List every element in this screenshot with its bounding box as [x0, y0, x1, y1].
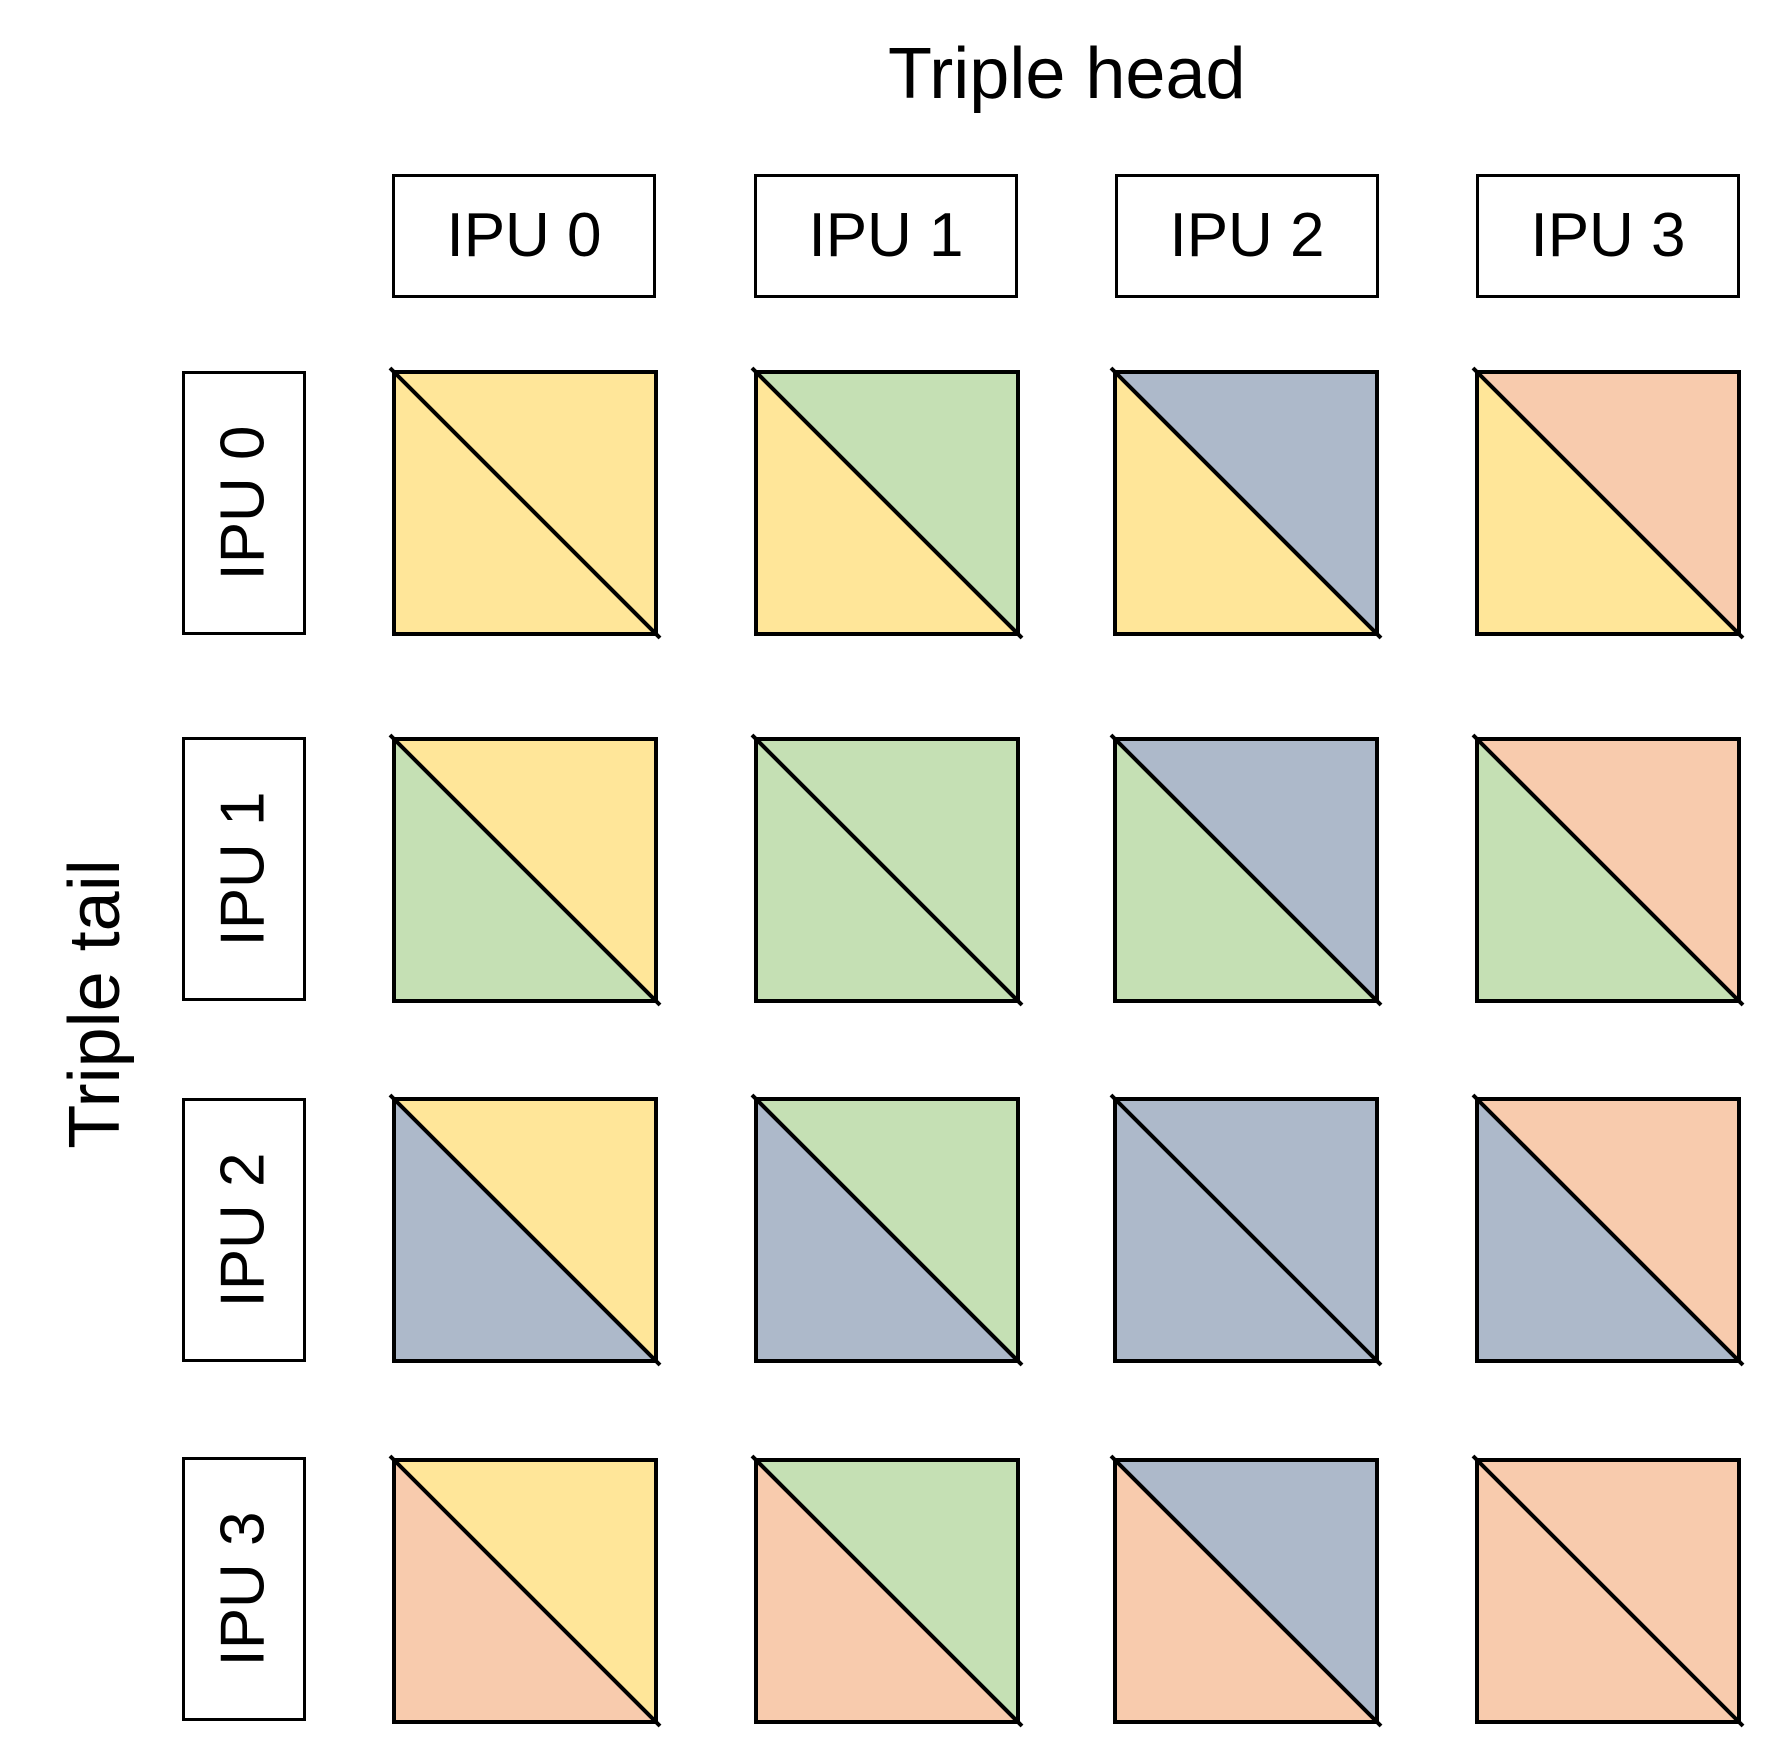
- cell-border: [392, 1458, 658, 1724]
- cell-diagonal: [1109, 1093, 1383, 1367]
- cell-border: [1475, 737, 1741, 1003]
- cell-diagonal: [1109, 366, 1383, 640]
- triple-tail-title: Triple tail: [55, 859, 135, 1149]
- matrix-cell-tail-2-head-0: [388, 1093, 662, 1367]
- column-label-ipu-3: IPU 3: [1476, 174, 1740, 298]
- cell-diagonal: [388, 1454, 662, 1728]
- column-label-ipu-1: IPU 1: [754, 174, 1018, 298]
- matrix-cell-tail-3-head-0: [388, 1454, 662, 1728]
- cell-diagonal: [750, 366, 1024, 640]
- matrix-cell-tail-3-head-1: [750, 1454, 1024, 1728]
- column-label-text: IPU 3: [1530, 201, 1686, 270]
- row-label-text: IPU 2: [209, 1152, 278, 1308]
- matrix-cell-graphic: [1471, 366, 1745, 640]
- matrix-cell-graphic: [750, 366, 1024, 640]
- matrix-cell-tail-0-head-2: [1109, 366, 1383, 640]
- cell-diagonal: [388, 1093, 662, 1367]
- matrix-cell-graphic: [1471, 1454, 1745, 1728]
- matrix-cell-tail-0-head-0: [388, 366, 662, 640]
- row-label-ipu-2: IPU 2: [182, 1098, 306, 1362]
- cell-border: [392, 370, 658, 636]
- column-label-text: IPU 0: [446, 201, 602, 270]
- matrix-cell-tail-2-head-3: [1471, 1093, 1745, 1367]
- matrix-cell-graphic: [1471, 733, 1745, 1007]
- column-label-text: IPU 1: [808, 201, 964, 270]
- cell-border: [1475, 1097, 1741, 1363]
- cell-diagonal: [1471, 366, 1745, 640]
- matrix-cell-graphic: [388, 1093, 662, 1367]
- cell-border: [754, 1458, 1020, 1724]
- matrix-cell-tail-1-head-1: [750, 733, 1024, 1007]
- matrix-cell-graphic: [1109, 1454, 1383, 1728]
- matrix-cell-tail-0-head-1: [750, 366, 1024, 640]
- matrix-cell-tail-1-head-3: [1471, 733, 1745, 1007]
- matrix-cell-tail-3-head-3: [1471, 1454, 1745, 1728]
- row-label-ipu-3: IPU 3: [182, 1457, 306, 1721]
- cell-diagonal: [388, 366, 662, 640]
- column-label-ipu-2: IPU 2: [1115, 174, 1379, 298]
- cell-diagonal: [750, 1454, 1024, 1728]
- cell-border: [1475, 1458, 1741, 1724]
- column-label-text: IPU 2: [1169, 201, 1325, 270]
- matrix-cell-graphic: [1109, 1093, 1383, 1367]
- cell-border: [392, 1097, 658, 1363]
- matrix-cell-graphic: [388, 366, 662, 640]
- cell-diagonal: [1109, 733, 1383, 1007]
- cell-border: [1113, 1458, 1379, 1724]
- matrix-cell-graphic: [750, 1454, 1024, 1728]
- matrix-cell-tail-1-head-0: [388, 733, 662, 1007]
- cell-diagonal: [1471, 1454, 1745, 1728]
- cell-border: [1475, 370, 1741, 636]
- row-label-text: IPU 0: [209, 425, 278, 581]
- row-label-text: IPU 3: [209, 1511, 278, 1667]
- cell-diagonal: [1471, 733, 1745, 1007]
- matrix-cell-graphic: [750, 1093, 1024, 1367]
- cell-border: [1113, 370, 1379, 636]
- cell-diagonal: [1471, 1093, 1745, 1367]
- matrix-cell-graphic: [750, 733, 1024, 1007]
- row-label-text: IPU 1: [209, 791, 278, 947]
- cell-diagonal: [750, 1093, 1024, 1367]
- matrix-cell-tail-1-head-2: [1109, 733, 1383, 1007]
- matrix-cell-tail-2-head-2: [1109, 1093, 1383, 1367]
- matrix-cell-tail-0-head-3: [1471, 366, 1745, 640]
- cell-border: [754, 1097, 1020, 1363]
- matrix-cell-graphic: [388, 733, 662, 1007]
- matrix-cell-graphic: [1471, 1093, 1745, 1367]
- cell-border: [392, 737, 658, 1003]
- matrix-cell-graphic: [388, 1454, 662, 1728]
- matrix-cell-graphic: [1109, 366, 1383, 640]
- column-label-ipu-0: IPU 0: [392, 174, 656, 298]
- matrix-cell-tail-2-head-1: [750, 1093, 1024, 1367]
- cell-border: [754, 737, 1020, 1003]
- cell-border: [1113, 737, 1379, 1003]
- cell-diagonal: [1109, 1454, 1383, 1728]
- triple-head-title: Triple head: [888, 34, 1246, 114]
- matrix-cell-graphic: [1109, 733, 1383, 1007]
- row-label-ipu-0: IPU 0: [182, 371, 306, 635]
- cell-diagonal: [750, 733, 1024, 1007]
- cell-diagonal: [388, 733, 662, 1007]
- matrix-cell-tail-3-head-2: [1109, 1454, 1383, 1728]
- cell-border: [754, 370, 1020, 636]
- row-label-ipu-1: IPU 1: [182, 737, 306, 1001]
- cell-border: [1113, 1097, 1379, 1363]
